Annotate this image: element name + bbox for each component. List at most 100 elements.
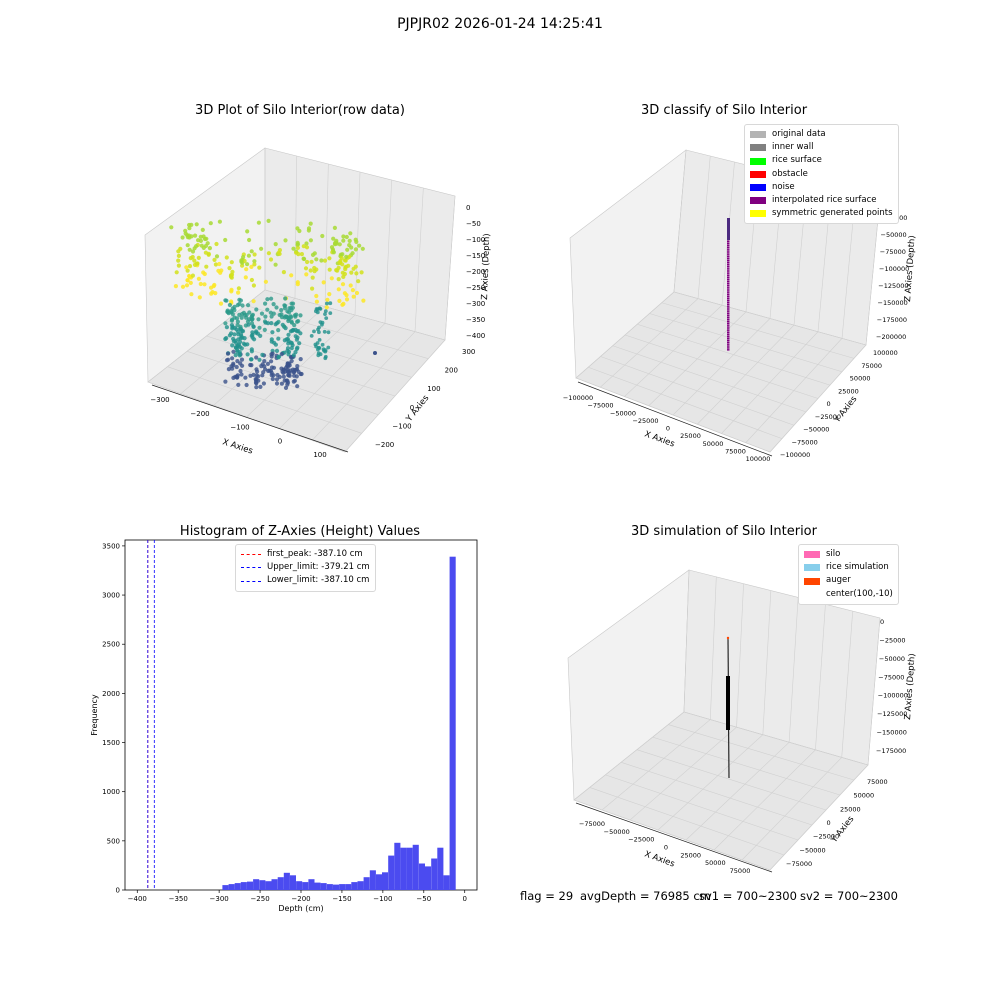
histogram-bar: [339, 884, 346, 890]
point: [337, 242, 342, 247]
x-tick-label: 0: [462, 895, 466, 903]
point: [317, 346, 322, 350]
z-tick-label: −400: [466, 332, 485, 340]
legend-item: Upper_limit: -379.21 cm: [241, 561, 370, 574]
point: [227, 266, 232, 271]
point: [289, 341, 294, 346]
point: [213, 291, 218, 296]
point: [263, 367, 268, 372]
point: [263, 301, 268, 306]
gridline: [697, 324, 795, 425]
point: [727, 263, 730, 266]
point: [727, 284, 730, 286]
point: [269, 314, 274, 319]
point: [214, 241, 219, 247]
point: [196, 238, 201, 243]
point: [727, 292, 730, 294]
point: [232, 332, 237, 337]
point: [359, 270, 364, 275]
histogram-bar: [228, 884, 235, 890]
gridline: [657, 734, 764, 831]
point: [235, 359, 240, 364]
point: [304, 241, 309, 246]
panel1-y-ticks: −200 −100 0 100 200 300: [375, 348, 475, 449]
point: [241, 310, 246, 315]
x-tick-label: −250: [250, 895, 269, 903]
point: [209, 285, 214, 290]
point: [309, 334, 314, 338]
panel4-rice-column: [726, 676, 730, 730]
x-tick-label: −150: [332, 895, 351, 903]
point: [207, 246, 212, 251]
point: [289, 346, 294, 351]
point: [244, 267, 249, 272]
point: [289, 307, 294, 313]
legend-swatch: [750, 183, 766, 191]
point: [248, 362, 253, 368]
z-tick-label: −25000: [879, 636, 905, 644]
gridline: [573, 799, 771, 871]
point: [308, 268, 313, 273]
point: [239, 357, 245, 362]
point: [727, 314, 730, 317]
histogram-bar: [302, 882, 309, 890]
point: [276, 336, 281, 341]
legend-swatch: [750, 157, 766, 165]
point: [314, 307, 319, 311]
point: [216, 268, 221, 273]
histogram-bar: [345, 884, 352, 890]
histogram-bar: [326, 884, 333, 890]
legend-item: interpolated rice surface: [750, 194, 893, 207]
point: [285, 309, 290, 314]
gridline: [841, 611, 854, 758]
point: [269, 352, 274, 357]
point: [174, 270, 179, 275]
point: [276, 328, 281, 333]
point: [332, 225, 337, 230]
point: [353, 247, 358, 252]
point: [269, 359, 274, 364]
point: [229, 287, 234, 292]
y-tick-label: −200: [375, 441, 394, 449]
gridline: [344, 339, 446, 453]
point: [283, 385, 289, 390]
point: [214, 254, 220, 259]
point: [217, 219, 222, 224]
point: [727, 345, 730, 347]
point: [236, 382, 241, 387]
panel4-y-ticks: −75000 −50000 −25000 0 25000 50000 75000: [786, 778, 888, 868]
y-tick-label: 0: [410, 404, 414, 412]
point: [727, 244, 730, 247]
z-tick-label: −350: [466, 316, 485, 324]
point: [169, 225, 174, 230]
point: [295, 345, 300, 350]
histogram-bar: [289, 875, 296, 890]
x-tick-label: 100000: [746, 455, 771, 463]
point: [190, 249, 196, 254]
point: [295, 245, 300, 250]
point: [249, 347, 254, 352]
point: [727, 330, 730, 332]
point: [245, 229, 250, 234]
point: [254, 307, 259, 312]
point: [349, 270, 354, 275]
panel4-legend: silo rice simulation auger center(100,-10): [798, 544, 899, 605]
y-tick-label: 0: [116, 887, 120, 895]
outlier-point: [373, 351, 377, 355]
z-tick-label: −75000: [878, 673, 904, 681]
point: [266, 251, 271, 256]
point: [227, 302, 232, 308]
histogram-bar: [412, 844, 419, 890]
point: [257, 265, 262, 270]
point: [727, 309, 730, 311]
point: [209, 291, 214, 296]
point: [257, 325, 262, 330]
panel4-panes: [567, 569, 881, 871]
point: [314, 257, 319, 262]
point: [344, 293, 349, 298]
point: [274, 348, 280, 353]
point: [233, 353, 238, 358]
gridline: [589, 787, 785, 856]
panel1-title: 3D Plot of Silo Interior(row data): [195, 103, 405, 118]
y-tick-label: 2000: [102, 690, 120, 698]
